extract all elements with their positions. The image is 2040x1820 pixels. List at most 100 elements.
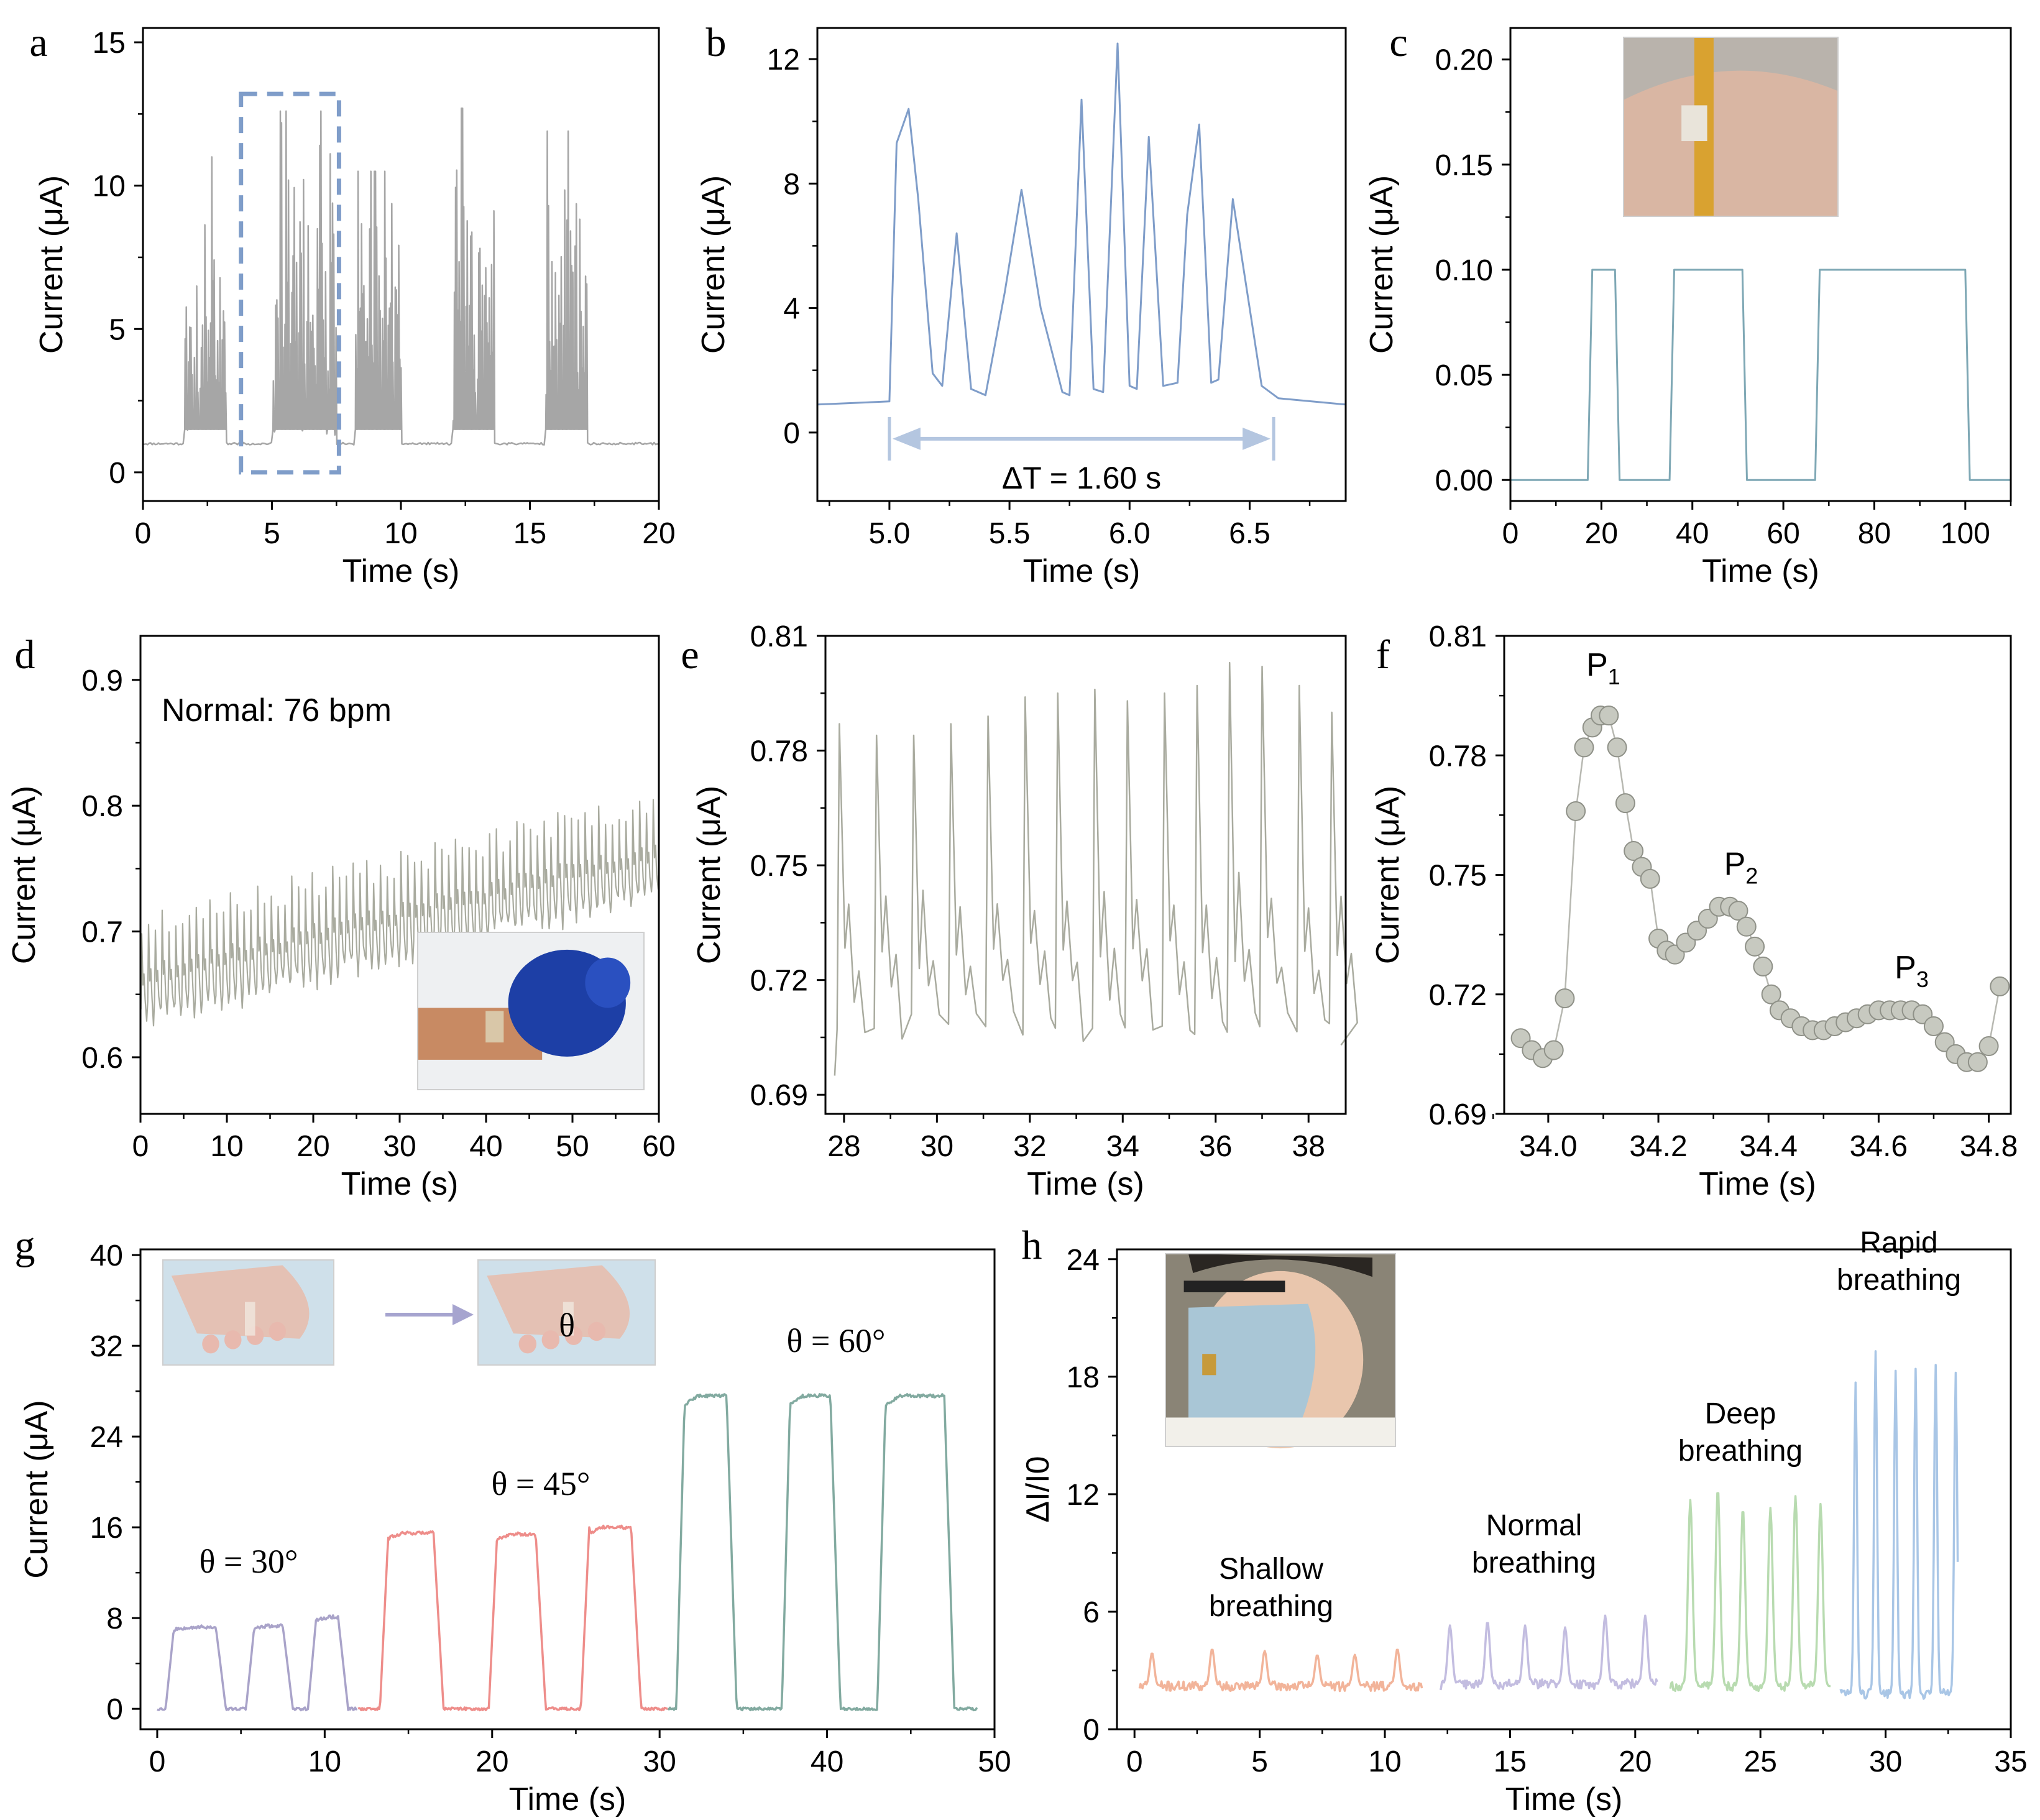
y-tick-label: 0.9 bbox=[81, 664, 123, 697]
sensor-patch bbox=[1681, 105, 1707, 142]
inset-theta-symbol: θ bbox=[559, 1307, 575, 1344]
y-axis-label: Current (μA) bbox=[34, 175, 70, 354]
x-tick-label: 50 bbox=[556, 1130, 589, 1163]
photo-border bbox=[1623, 37, 1839, 217]
peak-subscript: 2 bbox=[1745, 863, 1758, 889]
x-tick-label: 38 bbox=[1292, 1130, 1325, 1163]
wrist-photo-inset bbox=[1623, 37, 1839, 217]
x-tick-label: 40 bbox=[1676, 517, 1709, 550]
data-point bbox=[1736, 916, 1757, 937]
series-line-1 bbox=[1138, 1648, 1423, 1693]
x-tick-label: 34.8 bbox=[1960, 1130, 2018, 1163]
fingertip bbox=[202, 1334, 219, 1354]
fingertip bbox=[224, 1330, 242, 1349]
data-point bbox=[1574, 737, 1594, 758]
y-axis-label: Current (μA) bbox=[696, 175, 732, 354]
panel-c: 0 20 40 60 80 100 0.00 0.05 0.10 0.15 0.20 Time (s)… bbox=[1364, 27, 2012, 589]
x-tick-label: 28 bbox=[827, 1130, 860, 1163]
y-tick-label: 0.75 bbox=[750, 850, 808, 883]
y-axis-label: Current (μA) bbox=[1370, 786, 1406, 964]
x-axis-label: Time (s) bbox=[1027, 1166, 1144, 1202]
panel-h: Shallow breathing Normal breathing Deep breat… bbox=[1020, 1226, 2028, 1818]
series-line-2 bbox=[1439, 1614, 1658, 1691]
shirt bbox=[1165, 1417, 1395, 1446]
breathing-label-4-line1: Rapid bbox=[1860, 1226, 1937, 1259]
x-tick-label: 0 bbox=[132, 1130, 149, 1163]
breathing-label-3-line1: Deep bbox=[1705, 1397, 1776, 1430]
x-tick-label: 30 bbox=[921, 1130, 953, 1163]
face-mask bbox=[1188, 1303, 1316, 1427]
fingertip bbox=[541, 1330, 560, 1349]
y-tick-label: 4 bbox=[783, 293, 800, 326]
glove-fingers bbox=[585, 957, 631, 1008]
x-tick-label: 40 bbox=[811, 1745, 843, 1778]
y-tick-label: 8 bbox=[783, 168, 800, 201]
peak-subscript: 1 bbox=[1608, 664, 1620, 689]
x-tick-label: 50 bbox=[978, 1745, 1011, 1778]
x-tick-label: 25 bbox=[1744, 1745, 1777, 1778]
panel-a: 0 5 10 15 20 0 5 10 15 Time (s) Current (μA) bbox=[34, 27, 676, 589]
angle-label-45: θ = 45° bbox=[492, 1465, 590, 1502]
data-point bbox=[1753, 956, 1773, 977]
y-tick-label: 0.20 bbox=[1435, 44, 1493, 77]
angle-label-30: θ = 30° bbox=[200, 1543, 298, 1580]
signal-line bbox=[834, 661, 1358, 1076]
x-tick-label: 34.2 bbox=[1629, 1130, 1687, 1163]
fingertip bbox=[587, 1321, 606, 1341]
interval-label: ΔT = 1.60 s bbox=[1002, 461, 1161, 495]
y-tick-label: 0.75 bbox=[1429, 860, 1487, 893]
x-axis-label: Time (s) bbox=[1505, 1781, 1623, 1818]
y-tick-label: 24 bbox=[1067, 1244, 1100, 1277]
data-point bbox=[1566, 801, 1586, 821]
panel-letter-h: h bbox=[1022, 1223, 1042, 1268]
panel-g: θ = 30° θ = 45° θ = 60° θ 0 10 20 30 40 50 0 8 16 24 3… bbox=[19, 1239, 1011, 1818]
series-line-3 bbox=[667, 1393, 978, 1712]
panel-letter-a: a bbox=[29, 20, 47, 65]
series-line-3 bbox=[1669, 1492, 1831, 1693]
peak-subscript: 3 bbox=[1916, 967, 1929, 992]
x-axis-label: Time (s) bbox=[341, 1166, 459, 1202]
y-tick-label: 0 bbox=[106, 1693, 123, 1726]
hair bbox=[1188, 1254, 1372, 1277]
x-tick-label: 20 bbox=[296, 1130, 329, 1163]
signal-line bbox=[817, 42, 1346, 406]
x-axis-label: Time (s) bbox=[1699, 1166, 1816, 1202]
x-tick-label: 60 bbox=[1767, 517, 1799, 550]
panel-f: P1 P2 P3 34.0 34.2 34.4 34.6 34.8 0.69 0.72 0.75 0.… bbox=[1370, 620, 2018, 1202]
photo-border bbox=[417, 932, 645, 1090]
y-tick-label: 24 bbox=[90, 1421, 123, 1454]
y-tick-label: 12 bbox=[1067, 1479, 1100, 1512]
x-tick-label: 30 bbox=[643, 1745, 676, 1778]
y-tick-label: 0.7 bbox=[81, 916, 123, 949]
x-tick-label: 5.0 bbox=[869, 517, 911, 550]
panel-letter-e: e bbox=[681, 632, 699, 678]
x-tick-label: 5.5 bbox=[989, 517, 1031, 550]
y-tick-label: 8 bbox=[106, 1602, 123, 1635]
breathing-label-2-line1: Normal bbox=[1486, 1509, 1583, 1542]
x-tick-label: 35 bbox=[1994, 1745, 2027, 1778]
zoom-dashed-box bbox=[239, 91, 341, 475]
y-axis-label: Current (μA) bbox=[691, 786, 727, 964]
peak-label-2: P2 bbox=[1724, 847, 1758, 889]
data-point bbox=[1761, 984, 1781, 1004]
x-tick-label: 36 bbox=[1199, 1130, 1232, 1163]
x-tick-label: 80 bbox=[1858, 517, 1891, 550]
x-tick-label: 100 bbox=[1941, 517, 1990, 550]
x-tick-label: 5 bbox=[264, 517, 280, 550]
x-axis-label: Time (s) bbox=[1702, 553, 1819, 589]
data-point bbox=[1640, 868, 1660, 889]
panel-letter-d: d bbox=[15, 632, 35, 678]
hand-shape bbox=[1624, 70, 1838, 216]
breathing-label-1-line2: breathing bbox=[1209, 1590, 1333, 1623]
bent-finger-photo-inset bbox=[477, 1259, 656, 1366]
y-tick-label: 6 bbox=[1083, 1596, 1100, 1629]
y-tick-label: 0.69 bbox=[750, 1079, 808, 1112]
series-line-2 bbox=[357, 1524, 668, 1712]
y-tick-label: 12 bbox=[767, 44, 800, 76]
y-tick-label: 0 bbox=[1083, 1714, 1100, 1747]
breathing-label-4-line2: breathing bbox=[1837, 1264, 1961, 1297]
panel-b: ΔT = 1.60 s 5.0 5.5 6.0 6.5 0 4 8 12 Time (s) Curr… bbox=[696, 27, 1347, 589]
breathing-label-1-line1: Shallow bbox=[1219, 1553, 1323, 1586]
breathing-label-2-line2: breathing bbox=[1472, 1547, 1596, 1579]
